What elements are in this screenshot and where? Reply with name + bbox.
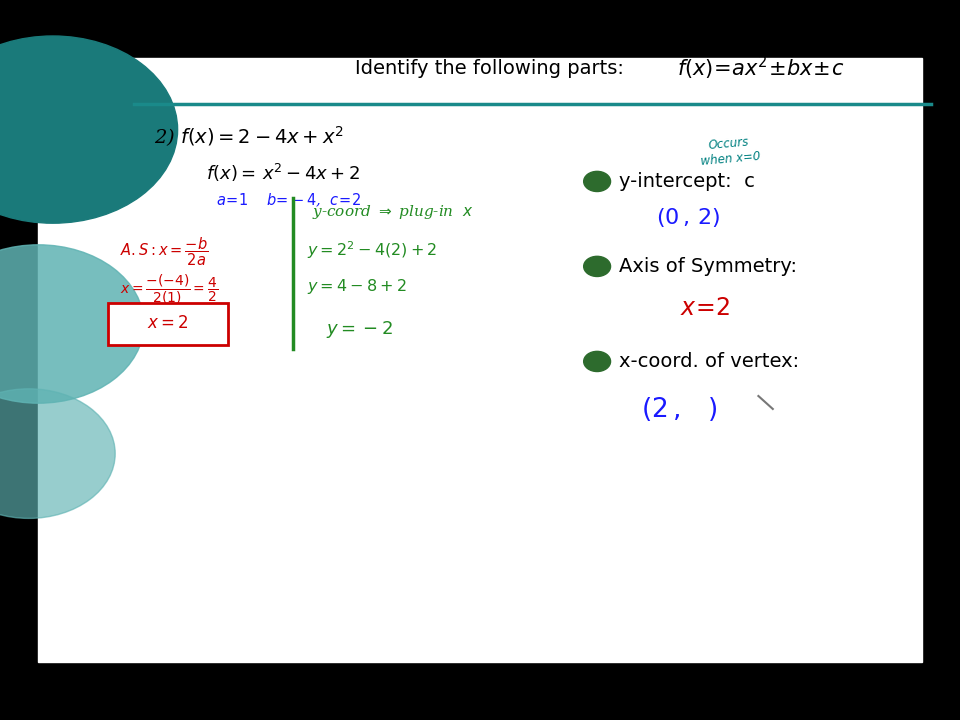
Text: $y=-2$: $y=-2$ — [326, 319, 394, 341]
Circle shape — [584, 351, 611, 372]
Text: $f(x)\!=\!ax^2\!\pm\! bx\!\pm\! c$: $f(x)\!=\!ax^2\!\pm\! bx\!\pm\! c$ — [677, 54, 844, 83]
Text: x-coord. of vertex:: x-coord. of vertex: — [619, 352, 800, 371]
Circle shape — [584, 256, 611, 276]
Circle shape — [584, 171, 611, 192]
Text: $(2\,,\quad\!)$: $(2\,,\quad\!)$ — [641, 395, 717, 423]
Text: Axis of Symmetry:: Axis of Symmetry: — [619, 257, 797, 276]
Text: $a\!=\!1$    $b\!=\!-4$,  $c\!=\!2$: $a\!=\!1$ $b\!=\!-4$, $c\!=\!2$ — [216, 192, 361, 209]
Text: y-coord $\Rightarrow$ plug-in  $x$: y-coord $\Rightarrow$ plug-in $x$ — [312, 204, 473, 222]
Text: $A.S: x=\dfrac{-b}{2a}$: $A.S: x=\dfrac{-b}{2a}$ — [120, 235, 208, 269]
Text: y-intercept:  c: y-intercept: c — [619, 172, 756, 191]
Text: $x=2$: $x=2$ — [147, 315, 189, 333]
FancyBboxPatch shape — [38, 58, 922, 662]
Text: $y=4-8+2$: $y=4-8+2$ — [307, 277, 407, 296]
Circle shape — [0, 389, 115, 518]
Text: $f(x)=\, x^2-4x+2$: $f(x)=\, x^2-4x+2$ — [206, 162, 361, 184]
Text: 2) $f(x) = 2-4x+x^2$: 2) $f(x) = 2-4x+x^2$ — [154, 125, 344, 149]
Text: $x\!=\!2$: $x\!=\!2$ — [680, 297, 731, 320]
FancyBboxPatch shape — [108, 303, 228, 345]
Text: Occurs
when x=0: Occurs when x=0 — [699, 135, 760, 168]
Circle shape — [0, 36, 178, 223]
Text: $x=\dfrac{-(-4)}{2(1)}=\dfrac{4}{2}$: $x=\dfrac{-(-4)}{2(1)}=\dfrac{4}{2}$ — [120, 273, 218, 306]
Text: $(0\,,\,2)$: $(0\,,\,2)$ — [656, 206, 720, 229]
Text: Identify the following parts:: Identify the following parts: — [355, 59, 624, 78]
Circle shape — [0, 245, 144, 403]
Text: $y=2^2-4(2)+2$: $y=2^2-4(2)+2$ — [307, 240, 437, 261]
